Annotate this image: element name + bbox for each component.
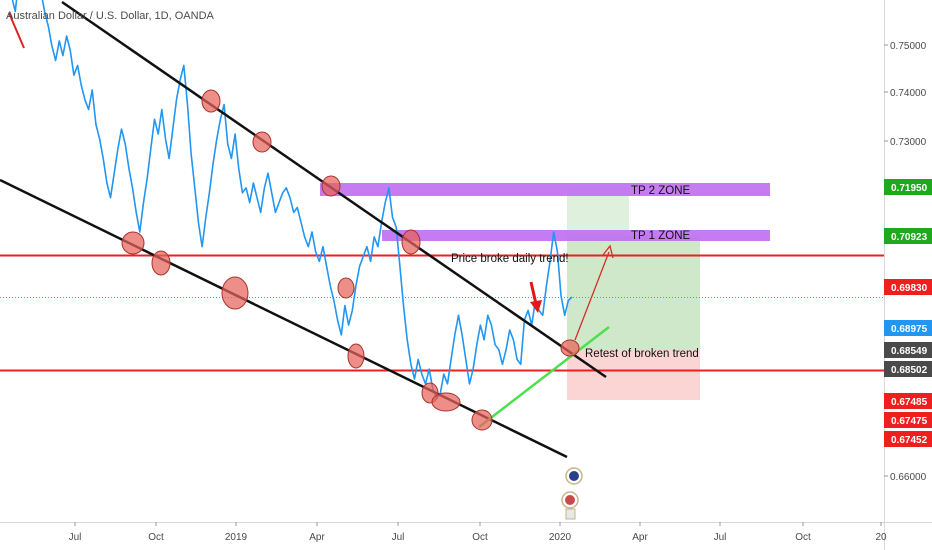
stop-loss-zone	[567, 350, 700, 400]
breakout-arrow-head	[530, 300, 542, 313]
plot-area	[0, 0, 884, 522]
time-tick-label: Apr	[632, 532, 648, 543]
touch-point-marker[interactable]	[221, 276, 249, 310]
price-tag-label: 0.68549	[891, 346, 928, 357]
target-arrow-head	[602, 244, 614, 259]
annotation-breakout: Price broke daily trend!	[451, 253, 569, 265]
touch-point-marker[interactable]	[471, 409, 493, 431]
price-tag-label: 0.67485	[891, 397, 928, 408]
tp-zone-bar[interactable]	[320, 183, 770, 196]
price-tag-label: 0.68975	[891, 324, 928, 335]
price-tag[interactable]	[884, 393, 932, 409]
tp-zone-label: TP 2 ZONE	[631, 185, 691, 197]
time-tick-label: Jul	[392, 532, 405, 543]
touch-point-marker[interactable]	[151, 250, 171, 276]
time-tick-label: Oct	[795, 532, 811, 543]
tp-zone-label: TP 1 ZONE	[631, 230, 691, 242]
event-count-badge	[565, 508, 576, 520]
target-arrow-line	[574, 251, 610, 341]
au-flag-icon-fill	[569, 471, 579, 481]
time-tick-label: 2019	[225, 532, 248, 543]
price-tag[interactable]	[884, 279, 932, 295]
touch-point-marker[interactable]	[321, 175, 341, 197]
price-tag[interactable]	[884, 320, 932, 336]
profit-zone	[567, 236, 700, 350]
breakout-arrow-shaft	[529, 281, 538, 305]
time-tick-label: 2020	[549, 532, 572, 543]
touch-point-marker[interactable]	[431, 392, 461, 412]
price-tag-label: 0.67452	[891, 435, 928, 446]
time-tick-label: Oct	[148, 532, 164, 543]
price-tag-label: 0.69830	[891, 283, 928, 294]
annotation-retest: Retest of broken trend	[585, 348, 699, 360]
price-tick-label: 0.66000	[890, 472, 927, 483]
price-tick-label: 0.74000	[890, 88, 927, 99]
time-tick-label: Apr	[309, 532, 325, 543]
price-tag-label: 0.71950	[891, 183, 928, 194]
price-tag-label: 0.70923	[891, 232, 928, 243]
price-tag[interactable]	[884, 342, 932, 358]
time-tick-label: Oct	[472, 532, 488, 543]
red-trend-segment	[8, 12, 25, 49]
touch-point-marker[interactable]	[560, 339, 580, 357]
price-tag-label: 0.67475	[891, 416, 928, 427]
touch-point-marker[interactable]	[252, 131, 272, 153]
touch-point-marker[interactable]	[337, 277, 355, 299]
touch-point-marker[interactable]	[121, 231, 145, 255]
touch-point-marker[interactable]	[347, 343, 365, 369]
price-tick-label: 0.73000	[890, 137, 927, 148]
touch-point-marker[interactable]	[401, 229, 421, 255]
time-tick-label: Jul	[69, 532, 82, 543]
price-tag-label: 0.68502	[891, 365, 928, 376]
price-series-line	[11, 0, 573, 400]
time-tick-label: Jul	[714, 532, 727, 543]
price-tag[interactable]	[884, 179, 932, 195]
price-tag[interactable]	[884, 361, 932, 377]
price-tag[interactable]	[884, 228, 932, 244]
us-flag-icon-fill	[565, 495, 575, 505]
lower-trendline[interactable]	[0, 178, 568, 459]
price-tag[interactable]	[884, 412, 932, 428]
touch-point-marker[interactable]	[201, 89, 221, 113]
price-tag[interactable]	[884, 431, 932, 447]
tp-zone-bar[interactable]	[382, 230, 770, 241]
price-tick-label: 0.75000	[890, 41, 927, 52]
time-tick-label: 20	[875, 532, 887, 543]
green-support-trendline[interactable]	[478, 326, 610, 428]
symbol-title: Australian Dollar / U.S. Dollar, 1D, OAN…	[6, 10, 214, 22]
